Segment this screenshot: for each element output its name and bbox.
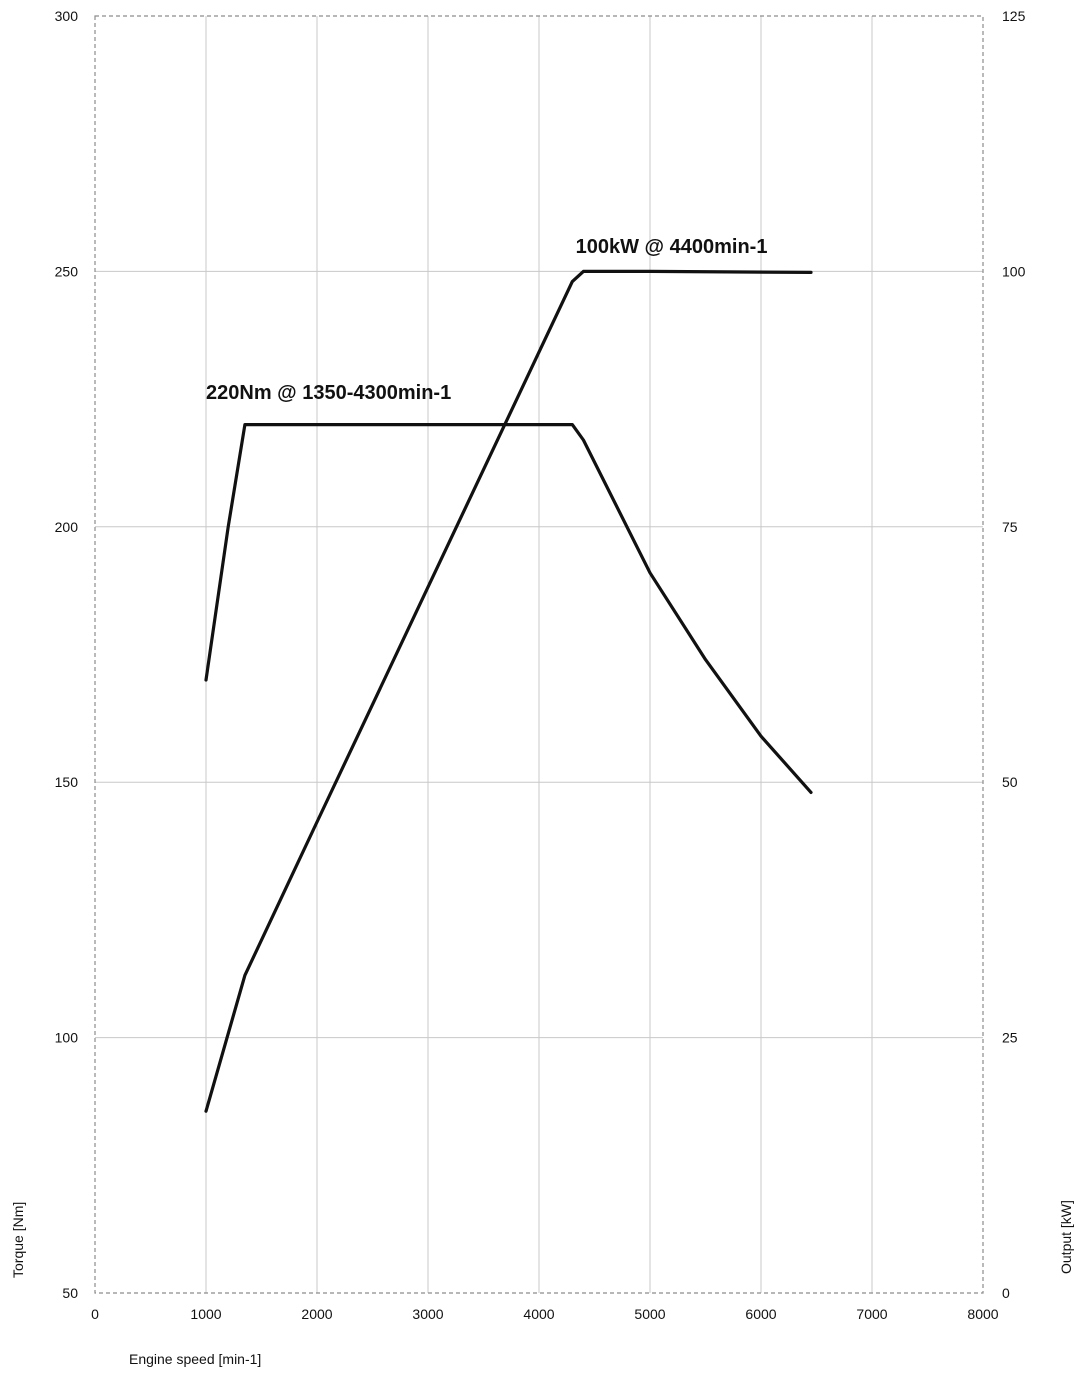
y-left-tick-label: 150 (55, 774, 79, 790)
gridlines (95, 16, 983, 1293)
x-tick-label: 1000 (190, 1306, 221, 1322)
y-left-tick-label: 50 (62, 1285, 78, 1301)
y-left-tick-label: 250 (55, 263, 79, 279)
y-axis-left-title: Torque [Nm] (10, 1202, 26, 1278)
series-lines (204, 269, 813, 1113)
x-tick-label: 0 (91, 1306, 99, 1322)
y-right-tick-label: 75 (1002, 519, 1018, 535)
tick-labels: 0 1000 2000 3000 4000 5000 6000 7000 80005010015… (55, 8, 1026, 1322)
y-left-tick-label: 200 (55, 519, 79, 535)
x-tick-label: 4000 (523, 1306, 554, 1322)
x-tick-label: 7000 (856, 1306, 887, 1322)
y-left-tick-label: 300 (55, 8, 79, 24)
y-right-tick-label: 125 (1002, 8, 1026, 24)
x-tick-label: 2000 (301, 1306, 332, 1322)
x-axis-title: Engine speed [min-1] (129, 1351, 261, 1367)
y-left-tick-label: 100 (55, 1030, 79, 1046)
y-right-tick-label: 25 (1002, 1030, 1018, 1046)
output-annotation: 100kW @ 4400min-1 (576, 236, 768, 258)
y-right-tick-label: 50 (1002, 774, 1018, 790)
x-tick-label: 8000 (967, 1306, 998, 1322)
y-right-tick-label: 0 (1002, 1285, 1010, 1301)
torque-annotation: 220Nm @ 1350-4300min-1 (206, 382, 451, 404)
y-right-tick-label: 100 (1002, 263, 1026, 279)
plot-frame (94, 15, 984, 1294)
annotations: 220Nm @ 1350-4300min-1 100kW @ 4400min-1 (206, 236, 767, 404)
x-tick-label: 5000 (634, 1306, 665, 1322)
torque-curve (204, 423, 813, 795)
x-tick-label: 6000 (745, 1306, 776, 1322)
y-axis-right-title: Output [kW] (1058, 1200, 1074, 1274)
output-curve (204, 269, 813, 1113)
x-tick-label: 3000 (412, 1306, 443, 1322)
